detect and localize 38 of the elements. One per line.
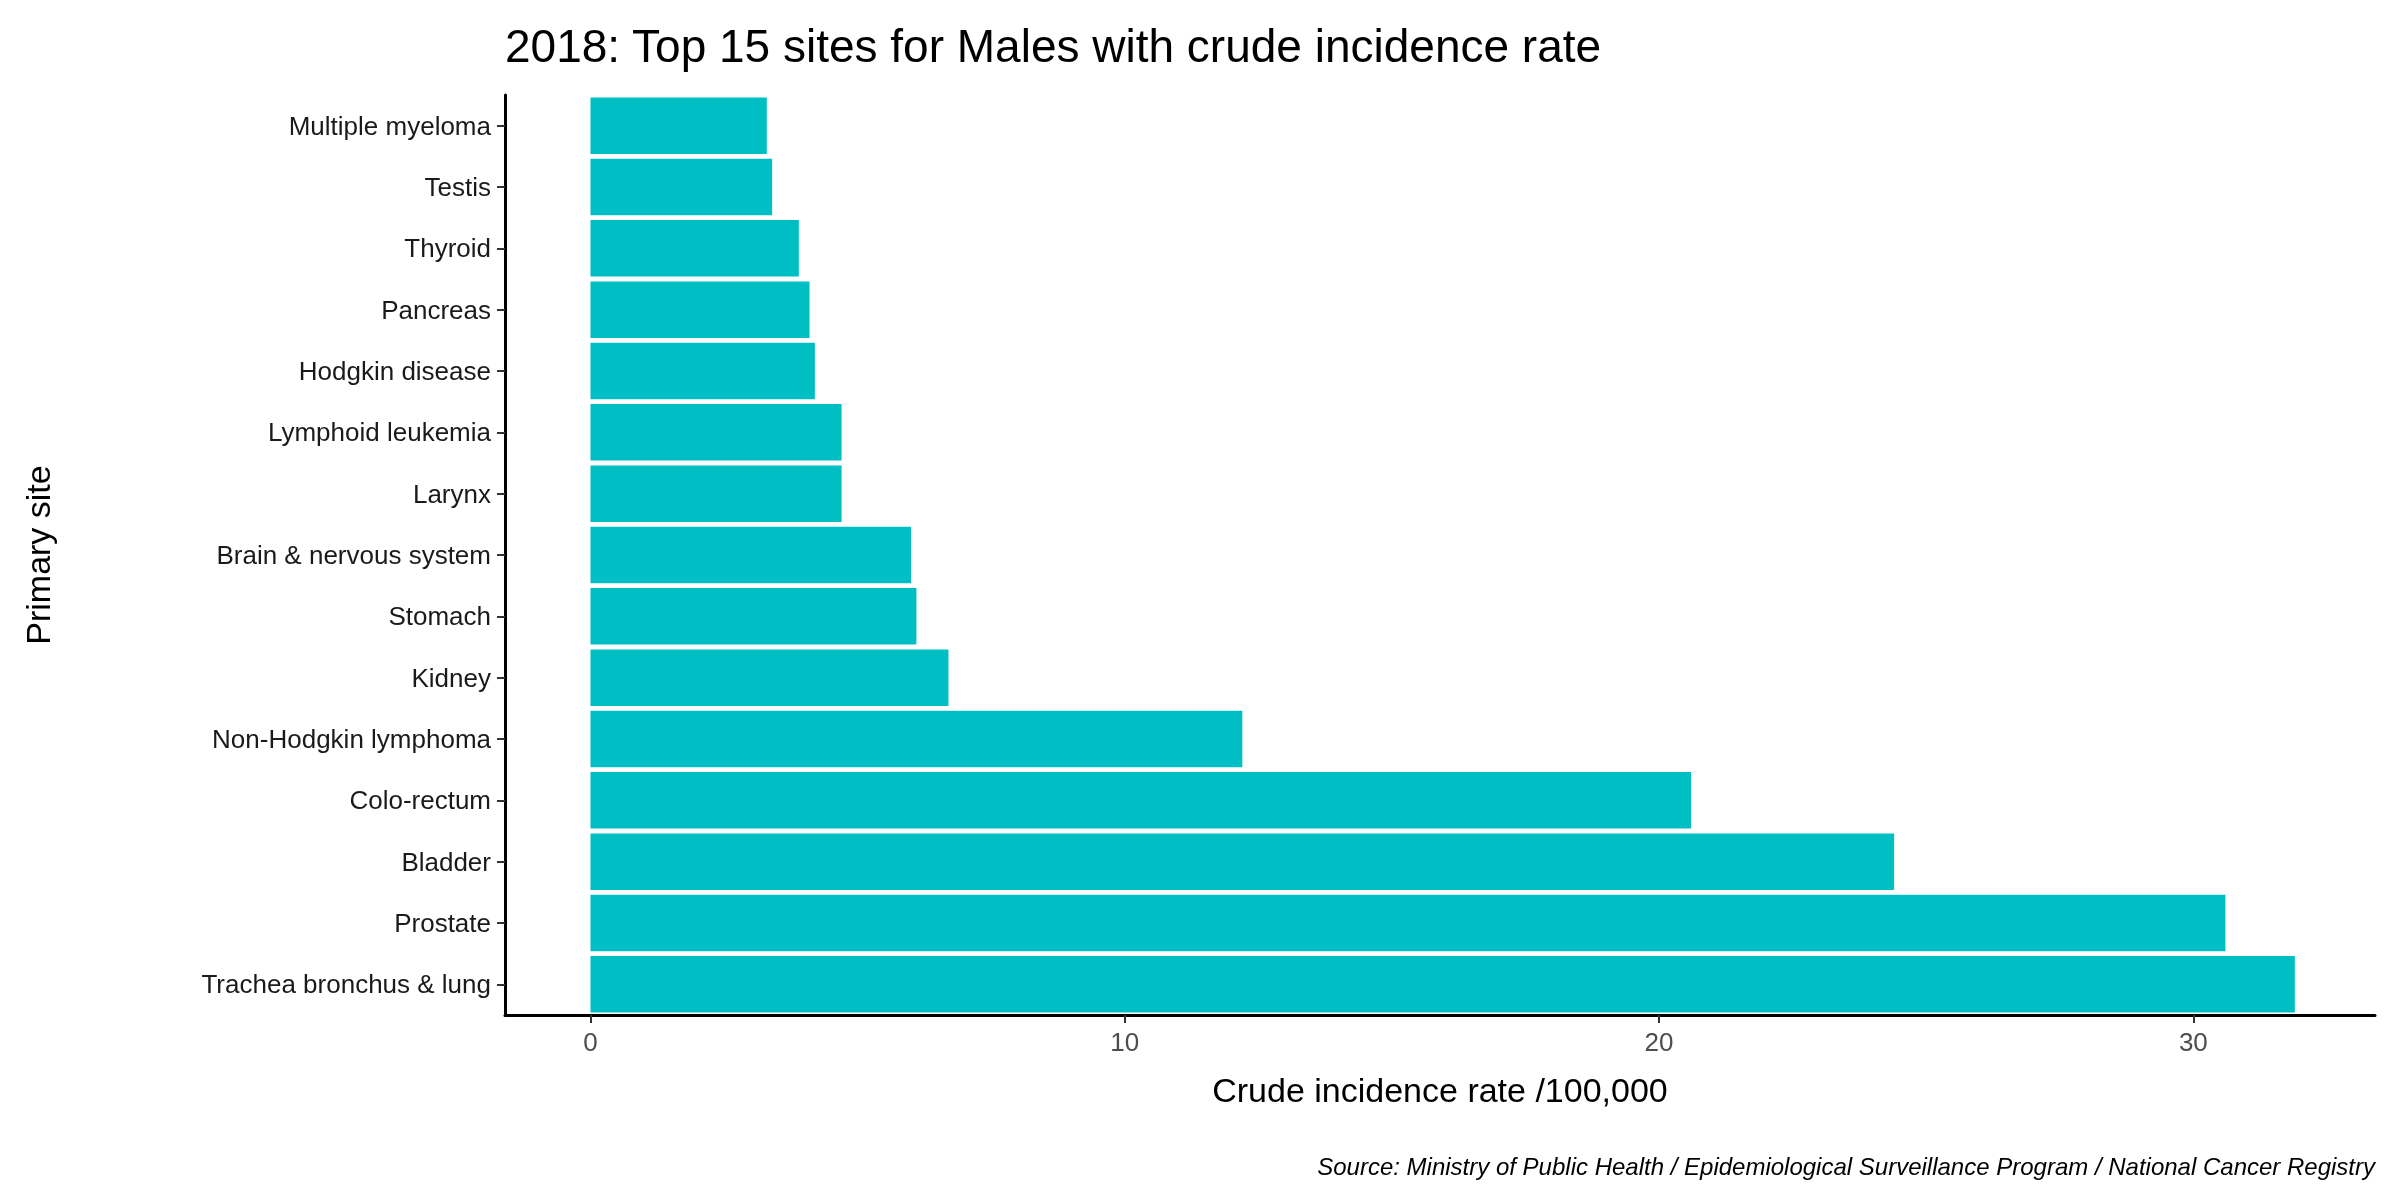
y-tick-label: Thyroid [404, 233, 491, 264]
y-tick-label: Brain & nervous system [216, 540, 491, 570]
y-tick-label: Prostate [394, 908, 491, 938]
bar [590, 281, 810, 338]
bar [590, 710, 1243, 768]
chart-title: 2018: Top 15 sites for Males with crude incidence rate [505, 20, 1602, 72]
y-tick-label: Larynx [412, 478, 491, 509]
y-tick-label: Multiple myeloma [288, 110, 492, 141]
y-tick-label: Colo-rectum [349, 785, 491, 816]
x-axis-title: Crude incidence rate /100,000 [1212, 1071, 1668, 1109]
y-tick-label: Pancreas [381, 294, 491, 325]
y-tick-label: Kidney [411, 662, 491, 693]
y-axis-title: Primary site [19, 465, 57, 645]
bar [590, 220, 799, 277]
bar [590, 158, 773, 216]
x-tick-label: 20 [1644, 1027, 1674, 1057]
bar [590, 465, 842, 522]
bar [590, 894, 2226, 952]
bar [590, 342, 815, 400]
x-tick-label: 30 [2178, 1027, 2208, 1057]
bar [590, 649, 949, 706]
x-tick-label: 10 [1110, 1027, 1140, 1057]
y-tick-label: Stomach [388, 601, 491, 632]
bar [590, 956, 2295, 1013]
y-tick-label: Non-Hodgkin lymphoma [212, 724, 492, 754]
y-tick-label: Testis [424, 172, 491, 202]
bar [590, 97, 767, 154]
bar [590, 833, 1895, 890]
y-tick-label: Lymphoid leukemia [267, 417, 492, 448]
source-note: Source: Ministry of Public Health / Epidemiological Surveillance Program / National Cancer Registry [1317, 1152, 2377, 1180]
bar [590, 526, 912, 584]
bar [590, 772, 1692, 829]
bar [590, 404, 842, 461]
y-tick-label: Trachea bronchus & lung [201, 969, 491, 1000]
y-tick-label: Hodgkin disease [298, 356, 491, 386]
x-tick-label: 0 [583, 1027, 598, 1057]
y-tick-label: Bladder [401, 846, 492, 877]
bar [590, 588, 917, 645]
